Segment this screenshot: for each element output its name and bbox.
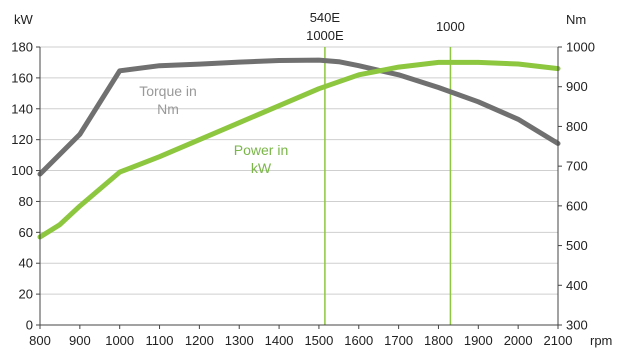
x-tick-label: 800	[29, 333, 51, 348]
left-tick-label: 20	[19, 287, 33, 302]
x-tick-label: 1300	[225, 333, 254, 348]
reference-line-label: 1000E	[306, 28, 344, 43]
x-axis-unit: rpm	[590, 333, 612, 348]
x-tick-label: 1200	[185, 333, 214, 348]
right-axis-unit: Nm	[566, 12, 586, 27]
reference-line-label: 1000	[436, 19, 465, 34]
series-label: Power in	[234, 142, 288, 158]
x-tick-label: 2000	[504, 333, 533, 348]
right-tick-label: 500	[566, 238, 588, 253]
x-tick-label: 1700	[384, 333, 413, 348]
left-tick-label: 100	[11, 163, 33, 178]
left-tick-label: 60	[19, 225, 33, 240]
right-tick-label: 1000	[566, 40, 595, 55]
right-tick-label: 400	[566, 278, 588, 293]
x-tick-label: 2100	[544, 333, 573, 348]
x-tick-label: 1400	[265, 333, 294, 348]
x-tick-label: 1500	[304, 333, 333, 348]
x-tick-label: 900	[69, 333, 91, 348]
series-line	[37, 57, 561, 177]
left-tick-label: 80	[19, 194, 33, 209]
x-tick-label: 1100	[146, 333, 174, 348]
left-tick-label: 180	[11, 40, 33, 55]
x-tick-label: 1600	[344, 333, 373, 348]
left-tick-label: 40	[19, 256, 33, 271]
reference-lines: 540E 1000E 1000	[306, 10, 465, 325]
left-tick-label: 120	[11, 132, 33, 147]
series-labels: Torque in Nm Power in kW	[139, 83, 288, 176]
reference-line-label: 540E	[310, 10, 341, 25]
right-tick-label: 600	[566, 198, 588, 213]
x-tick-label: 1800	[424, 333, 453, 348]
right-tick-label: 300	[566, 318, 588, 333]
axes: 0 20 40 60 80 100 120 140 160 180 300 400 500 600 700 8…	[11, 12, 612, 348]
x-tick-label: 1900	[464, 333, 493, 348]
series-label: kW	[251, 160, 272, 176]
series-label: Torque in	[139, 83, 197, 99]
series-lines	[37, 57, 561, 240]
series-label: Nm	[157, 101, 179, 117]
series-line	[37, 59, 561, 240]
right-tick-label: 900	[566, 79, 588, 94]
left-axis-unit: kW	[14, 12, 34, 27]
x-tick-label: 1000	[105, 333, 134, 348]
left-tick-label: 140	[11, 101, 33, 116]
left-tick-label: 160	[11, 70, 33, 85]
right-tick-label: 800	[566, 119, 588, 134]
left-tick-label: 0	[26, 318, 33, 333]
right-tick-label: 700	[566, 159, 588, 174]
